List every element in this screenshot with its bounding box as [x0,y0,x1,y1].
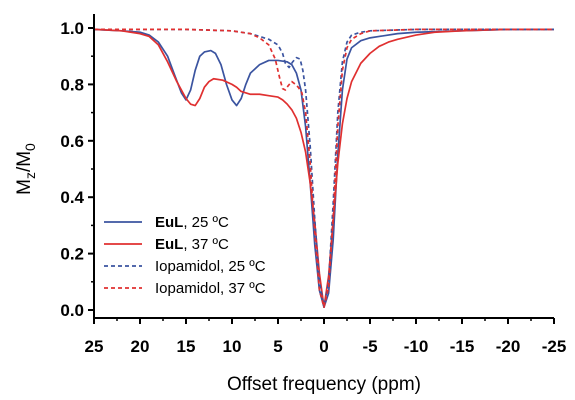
x-tick-label: 0 [319,337,328,356]
y-axis-title-main: M [14,179,35,195]
series-line-2 [93,28,554,309]
tick-labels: 25 20 15 10 5 0 -5 -10 -15 -20 -25 0.0 0.2 0.4 0.6 0.8 1… [60,19,566,356]
y-axis-title-sub1: z [22,172,38,179]
y-axis-title-sub2: 0 [22,143,38,151]
series-line-3 [94,28,554,309]
legend-label-bold: EuL [155,214,183,231]
x-tick-label: 25 [85,337,104,356]
x-tick-label: -5 [362,337,377,356]
legend-label-3: Iopamidol, 25 ºC [155,258,266,275]
x-tick-label: -25 [542,337,567,356]
x-tick-label: -15 [450,337,475,356]
x-tick-label: 20 [131,337,150,356]
ticks [88,27,555,324]
legend-label-bold: EuL [155,236,183,253]
y-axis-title: Mz/M0 [14,143,38,195]
x-tick-label: -10 [404,337,429,356]
y-tick-label: 1.0 [60,19,84,38]
x-tick-label: 10 [223,337,242,356]
legend-label-4: Iopamidol, 37 ºC [155,280,266,297]
y-axis-title-slash: /M [14,151,35,172]
legend-label-2: EuL, 37 ºC [155,236,229,253]
legend-label-rest: Iopamidol, 37 ºC [155,280,266,297]
legend-label-rest: , 25 ºC [183,214,229,231]
y-tick-label: 0.4 [60,188,84,207]
x-axis-title: Offset frequency (ppm) [227,374,421,395]
y-tick-label: 0.2 [60,245,84,264]
plot-lines [93,28,554,309]
series-line-4 [94,28,554,309]
legend-label-rest: , 37 ºC [183,236,229,253]
x-tick-label: 15 [177,337,196,356]
legend-label-rest: Iopamidol, 25 ºC [155,258,266,275]
y-tick-label: 0.6 [60,132,84,151]
legend-label-1: EuL, 25 ºC [155,214,229,231]
y-tick-label: 0.8 [60,75,84,94]
x-tick-label: 5 [273,337,282,356]
y-tick-label: 0.0 [60,301,84,320]
x-tick-label: -20 [496,337,521,356]
